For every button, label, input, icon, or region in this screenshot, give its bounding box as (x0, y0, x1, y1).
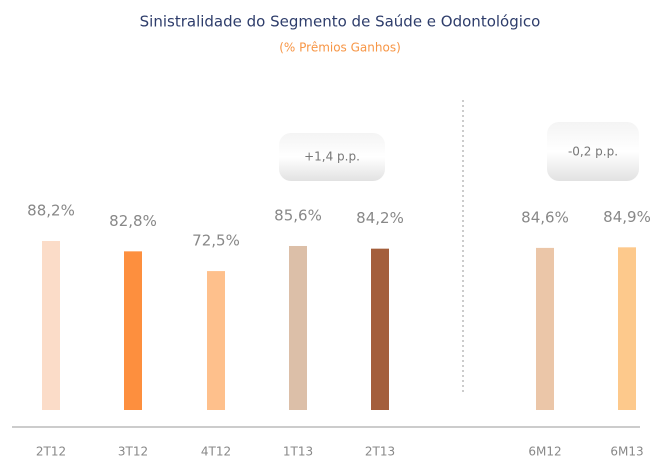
value-label: 82,8% (109, 212, 157, 230)
bar (42, 241, 60, 410)
value-label: 84,9% (603, 208, 651, 226)
bar (618, 247, 636, 410)
bar (536, 247, 554, 410)
value-label: 84,2% (356, 209, 404, 227)
bar (289, 245, 307, 410)
x-tick-label: 3T12 (118, 445, 148, 459)
annotation-box (547, 122, 639, 181)
x-tick-label: 1T13 (283, 445, 313, 459)
x-tick-label: 2T13 (365, 445, 395, 459)
chart-subtitle: (% Prêmios Ganhos) (279, 41, 401, 55)
chart-title: Sinistralidade do Segmento de Saúde e Od… (140, 13, 541, 31)
annotation-box (279, 133, 385, 181)
x-tick-label: 2T12 (36, 445, 66, 459)
annotation: +1,4 p.p. (304, 150, 360, 164)
bar (124, 251, 142, 410)
bar (207, 271, 225, 410)
value-label: 84,6% (521, 208, 569, 226)
value-label: 85,6% (274, 206, 322, 224)
x-tick-label: 6M13 (610, 445, 643, 459)
annotation: -0,2 p.p. (568, 145, 618, 159)
x-tick-label: 4T12 (201, 445, 231, 459)
bar (371, 248, 389, 410)
value-label: 72,5% (192, 232, 240, 250)
x-tick-label: 6M12 (528, 445, 561, 459)
value-label: 88,2% (27, 202, 75, 220)
